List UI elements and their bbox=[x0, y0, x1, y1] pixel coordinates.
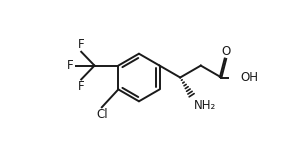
Text: F: F bbox=[67, 59, 74, 72]
Text: OH: OH bbox=[240, 71, 258, 84]
Text: O: O bbox=[222, 45, 231, 58]
Text: Cl: Cl bbox=[96, 108, 108, 121]
Text: F: F bbox=[78, 38, 85, 51]
Text: NH₂: NH₂ bbox=[194, 99, 216, 111]
Text: F: F bbox=[78, 80, 85, 93]
